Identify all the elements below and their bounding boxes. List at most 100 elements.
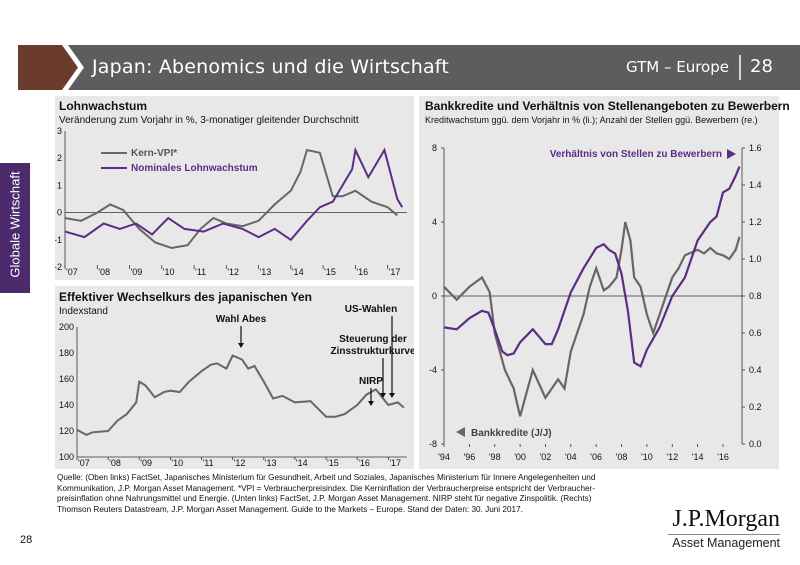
- x-tick-label: '16: [356, 267, 368, 277]
- x-tick-label: '06: [590, 452, 602, 462]
- yen-exchange-chart: 200 180 160 140 120 100 '07 '08 '09 '10 '11 '12 '13 '…: [59, 304, 414, 468]
- source-line: Thomson Reuters Datastream, J.P. Morgan …: [57, 504, 523, 514]
- y-tick-label: 1: [57, 180, 62, 190]
- x-tick-label: '13: [260, 267, 272, 277]
- x-tick-label: '12: [227, 267, 239, 277]
- right-tick-label: 1.0: [749, 254, 762, 264]
- right-tick-label: 1.2: [749, 217, 762, 227]
- series-line-yen-rate: [76, 354, 405, 437]
- side-tab-label: Globale Wirtschaft: [7, 171, 23, 278]
- legend-label-bank-credit: Bankkredite (J/J): [471, 428, 552, 439]
- x-tick-label: '02: [540, 452, 552, 462]
- bank-credit-panel: Bankkredite und Verhältnis von Stellenan…: [419, 96, 790, 469]
- footer-page-number: 28: [20, 534, 33, 546]
- annotation-us-election: US-Wahlen: [345, 304, 397, 315]
- arrow-yield-curve-head: [380, 393, 386, 398]
- arrow-us-election-head: [389, 393, 395, 398]
- x-tick-label: '10: [641, 452, 653, 462]
- x-tick-label: '14: [692, 452, 704, 462]
- y-tick-label: 160: [59, 374, 74, 384]
- wage-growth-chart: 3 2 1 0 -1 -2 '07 '08 '09 '10 '11 '12 '13 '14 '15 '16 '1…: [55, 126, 407, 277]
- series-line-nominal-wage: [64, 146, 404, 242]
- x-tick-label: '09: [140, 458, 152, 468]
- bank-credit-chart: 8 4 0 -4 -8 1.6 1.4 1.2 1.0 0.8 0.6 0.4 0.2 0.0 '94 '96…: [429, 143, 762, 462]
- annotation-yield-curve-line1: Steuerung der: [339, 334, 407, 345]
- x-tick-label: '08: [616, 452, 628, 462]
- chart-title: Lohnwachstum: [59, 99, 148, 113]
- right-tick-label: 0.0: [749, 439, 762, 449]
- right-tick-label: 1.6: [749, 143, 762, 153]
- y-tick-label: 180: [59, 348, 74, 358]
- right-tick-label: 0.8: [749, 291, 762, 301]
- legend-arrow-job-ratio: [727, 149, 736, 159]
- annotation-abe-election: Wahl Abes: [216, 314, 267, 325]
- page-title: Japan: Abenomics und die Wirtschaft: [92, 56, 450, 78]
- x-tick-label: '10: [171, 458, 183, 468]
- series-line-core-cpi: [64, 148, 398, 250]
- y-tick-label: 200: [59, 322, 74, 332]
- logo-name: J.P.Morgan: [672, 506, 780, 532]
- y-tick-label: 3: [57, 126, 62, 136]
- logo-subtitle: Asset Management: [668, 534, 780, 550]
- x-tick-label: '12: [666, 452, 678, 462]
- left-tick-label: 4: [432, 217, 437, 227]
- x-tick-label: '07: [78, 458, 90, 468]
- jpmorgan-logo: J.P.Morgan Asset Management: [668, 506, 780, 550]
- source-line: Kommunikation, J.P. Morgan Asset Managem…: [57, 483, 596, 493]
- chart-title: Effektiver Wechselkurs des japanischen Y…: [59, 290, 313, 304]
- x-tick-label: '16: [358, 458, 370, 468]
- source-line: preisinflation ohne Nahrungsmittel und E…: [57, 494, 592, 504]
- x-tick-label: '00: [514, 452, 526, 462]
- source-note: Quelle: (Oben links) FactSet, Japanische…: [57, 473, 617, 515]
- x-tick-label: '17: [389, 267, 401, 277]
- x-tick-label: '11: [203, 458, 214, 468]
- x-tick-label: '94: [438, 452, 450, 462]
- x-tick-label: '04: [565, 452, 577, 462]
- x-tick-label: '10: [163, 267, 175, 277]
- y-tick-label: 120: [59, 426, 74, 436]
- legend-label-nominal-wage: Nominales Lohnwachstum: [131, 163, 258, 174]
- x-tick-label: '14: [292, 267, 304, 277]
- header-shape: [18, 45, 800, 90]
- legend-label-core-cpi: Kern-VPI*: [131, 148, 177, 159]
- series-line-bank-credit: [443, 221, 741, 417]
- wage-growth-panel: Lohnwachstum Veränderung zum Vorjahr in …: [55, 96, 414, 280]
- x-tick-label: '96: [463, 452, 475, 462]
- header-page-number: 28: [750, 56, 773, 77]
- arrow-abe-election-head: [238, 343, 244, 348]
- x-tick-label: '11: [195, 267, 206, 277]
- y-tick-label: 100: [59, 452, 74, 462]
- chart-subtitle: Kreditwachstum ggü. dem Vorjahr in % (li…: [425, 115, 758, 125]
- y-tick-label: -2: [55, 262, 62, 272]
- y-tick-label: 2: [57, 153, 62, 163]
- right-tick-label: 0.2: [749, 402, 762, 412]
- left-tick-label: -8: [429, 439, 437, 449]
- x-tick-label: '09: [131, 267, 143, 277]
- x-tick-label: '08: [109, 458, 121, 468]
- x-tick-label: '13: [265, 458, 277, 468]
- x-tick-label: '08: [98, 267, 110, 277]
- yen-exchange-panel: Effektiver Wechselkurs des japanischen Y…: [55, 286, 414, 469]
- right-tick-label: 0.4: [749, 365, 762, 375]
- chart-subtitle: Veränderung zum Vorjahr in %, 3-monatige…: [59, 115, 359, 126]
- series-line-job-ratio: [443, 166, 741, 368]
- y-tick-label: 140: [59, 400, 74, 410]
- left-tick-label: -4: [429, 365, 437, 375]
- series-label: GTM – Europe: [626, 58, 729, 76]
- x-tick-label: '98: [489, 452, 501, 462]
- annotation-nirp: NIRP: [359, 376, 383, 387]
- legend-arrow-bank-credit: [456, 427, 465, 437]
- right-tick-label: 1.4: [749, 180, 762, 190]
- x-tick-label: '07: [66, 267, 78, 277]
- x-tick-label: '15: [327, 458, 339, 468]
- chart-title: Bankkredite und Verhältnis von Stellenan…: [425, 99, 790, 113]
- source-line: Quelle: (Oben links) FactSet, Japanische…: [57, 473, 596, 482]
- left-tick-label: 0: [432, 291, 437, 301]
- chart-subtitle: Indexstand: [59, 306, 108, 317]
- side-tab: Globale Wirtschaft: [0, 163, 30, 293]
- arrow-nirp-head: [368, 401, 374, 406]
- x-tick-label: '17: [389, 458, 401, 468]
- annotation-yield-curve-line2: Zinsstrukturkurve: [330, 346, 414, 357]
- y-tick-label: 0: [57, 208, 62, 218]
- header-bar: Japan: Abenomics und die Wirtschaft GTM …: [0, 45, 800, 90]
